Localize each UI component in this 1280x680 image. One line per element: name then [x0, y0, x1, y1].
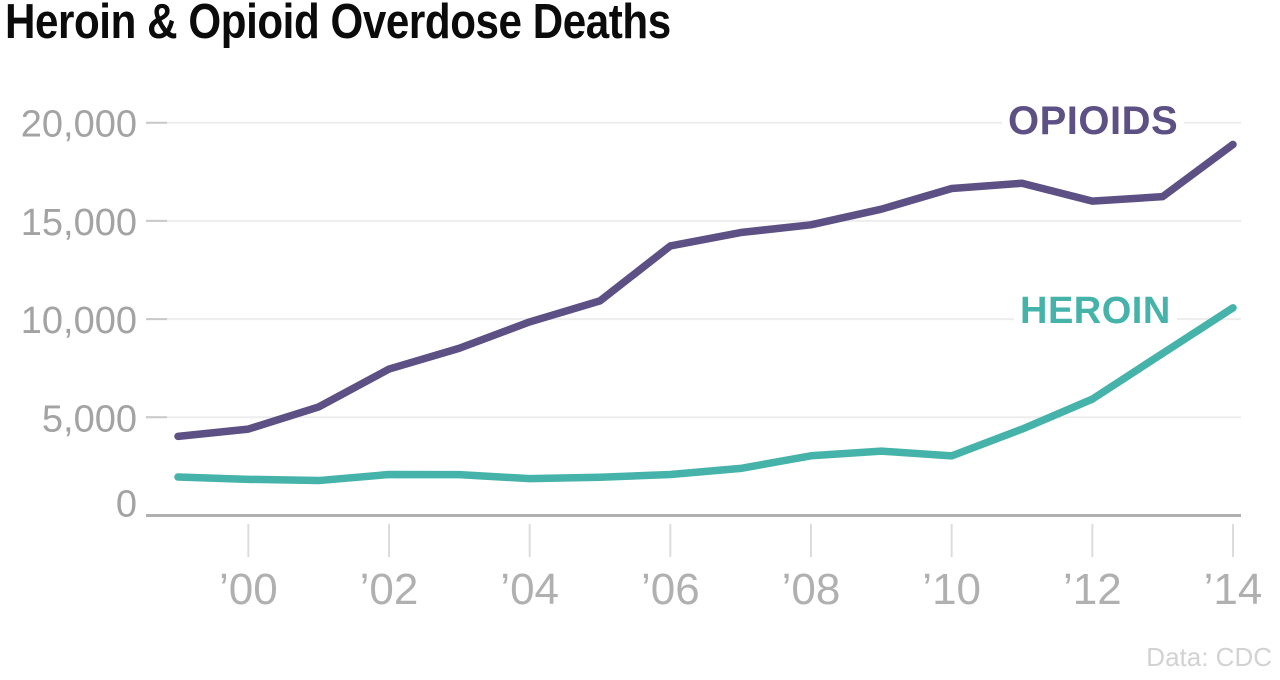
- y-tick-label: 0: [116, 484, 137, 526]
- x-tick-label: ’12: [1063, 565, 1122, 614]
- x-tick-label: ’14: [1204, 565, 1263, 614]
- source-credit: Data: CDC: [1146, 642, 1272, 672]
- opioids-line: [174, 140, 1237, 441]
- chart-title: Heroin & Opioid Overdose Deaths: [5, 0, 671, 49]
- x-tick-label: ’04: [500, 565, 559, 614]
- legend-opioids: OPIOIDS: [1002, 99, 1185, 144]
- x-tick-label: ’00: [219, 565, 278, 614]
- x-tick-label: ’08: [782, 565, 841, 614]
- x-tick-label: ’06: [641, 565, 700, 614]
- x-tick-label: ’02: [360, 565, 419, 614]
- x-tick-label: ’10: [922, 565, 981, 614]
- heroin-line: [174, 304, 1237, 485]
- y-tick-label: 20,000: [21, 104, 137, 146]
- y-tick-label: 5,000: [42, 398, 137, 440]
- y-tick-label: 15,000: [21, 202, 137, 244]
- y-tick-label: 10,000: [21, 300, 137, 342]
- legend-heroin: HEROIN: [1014, 290, 1177, 333]
